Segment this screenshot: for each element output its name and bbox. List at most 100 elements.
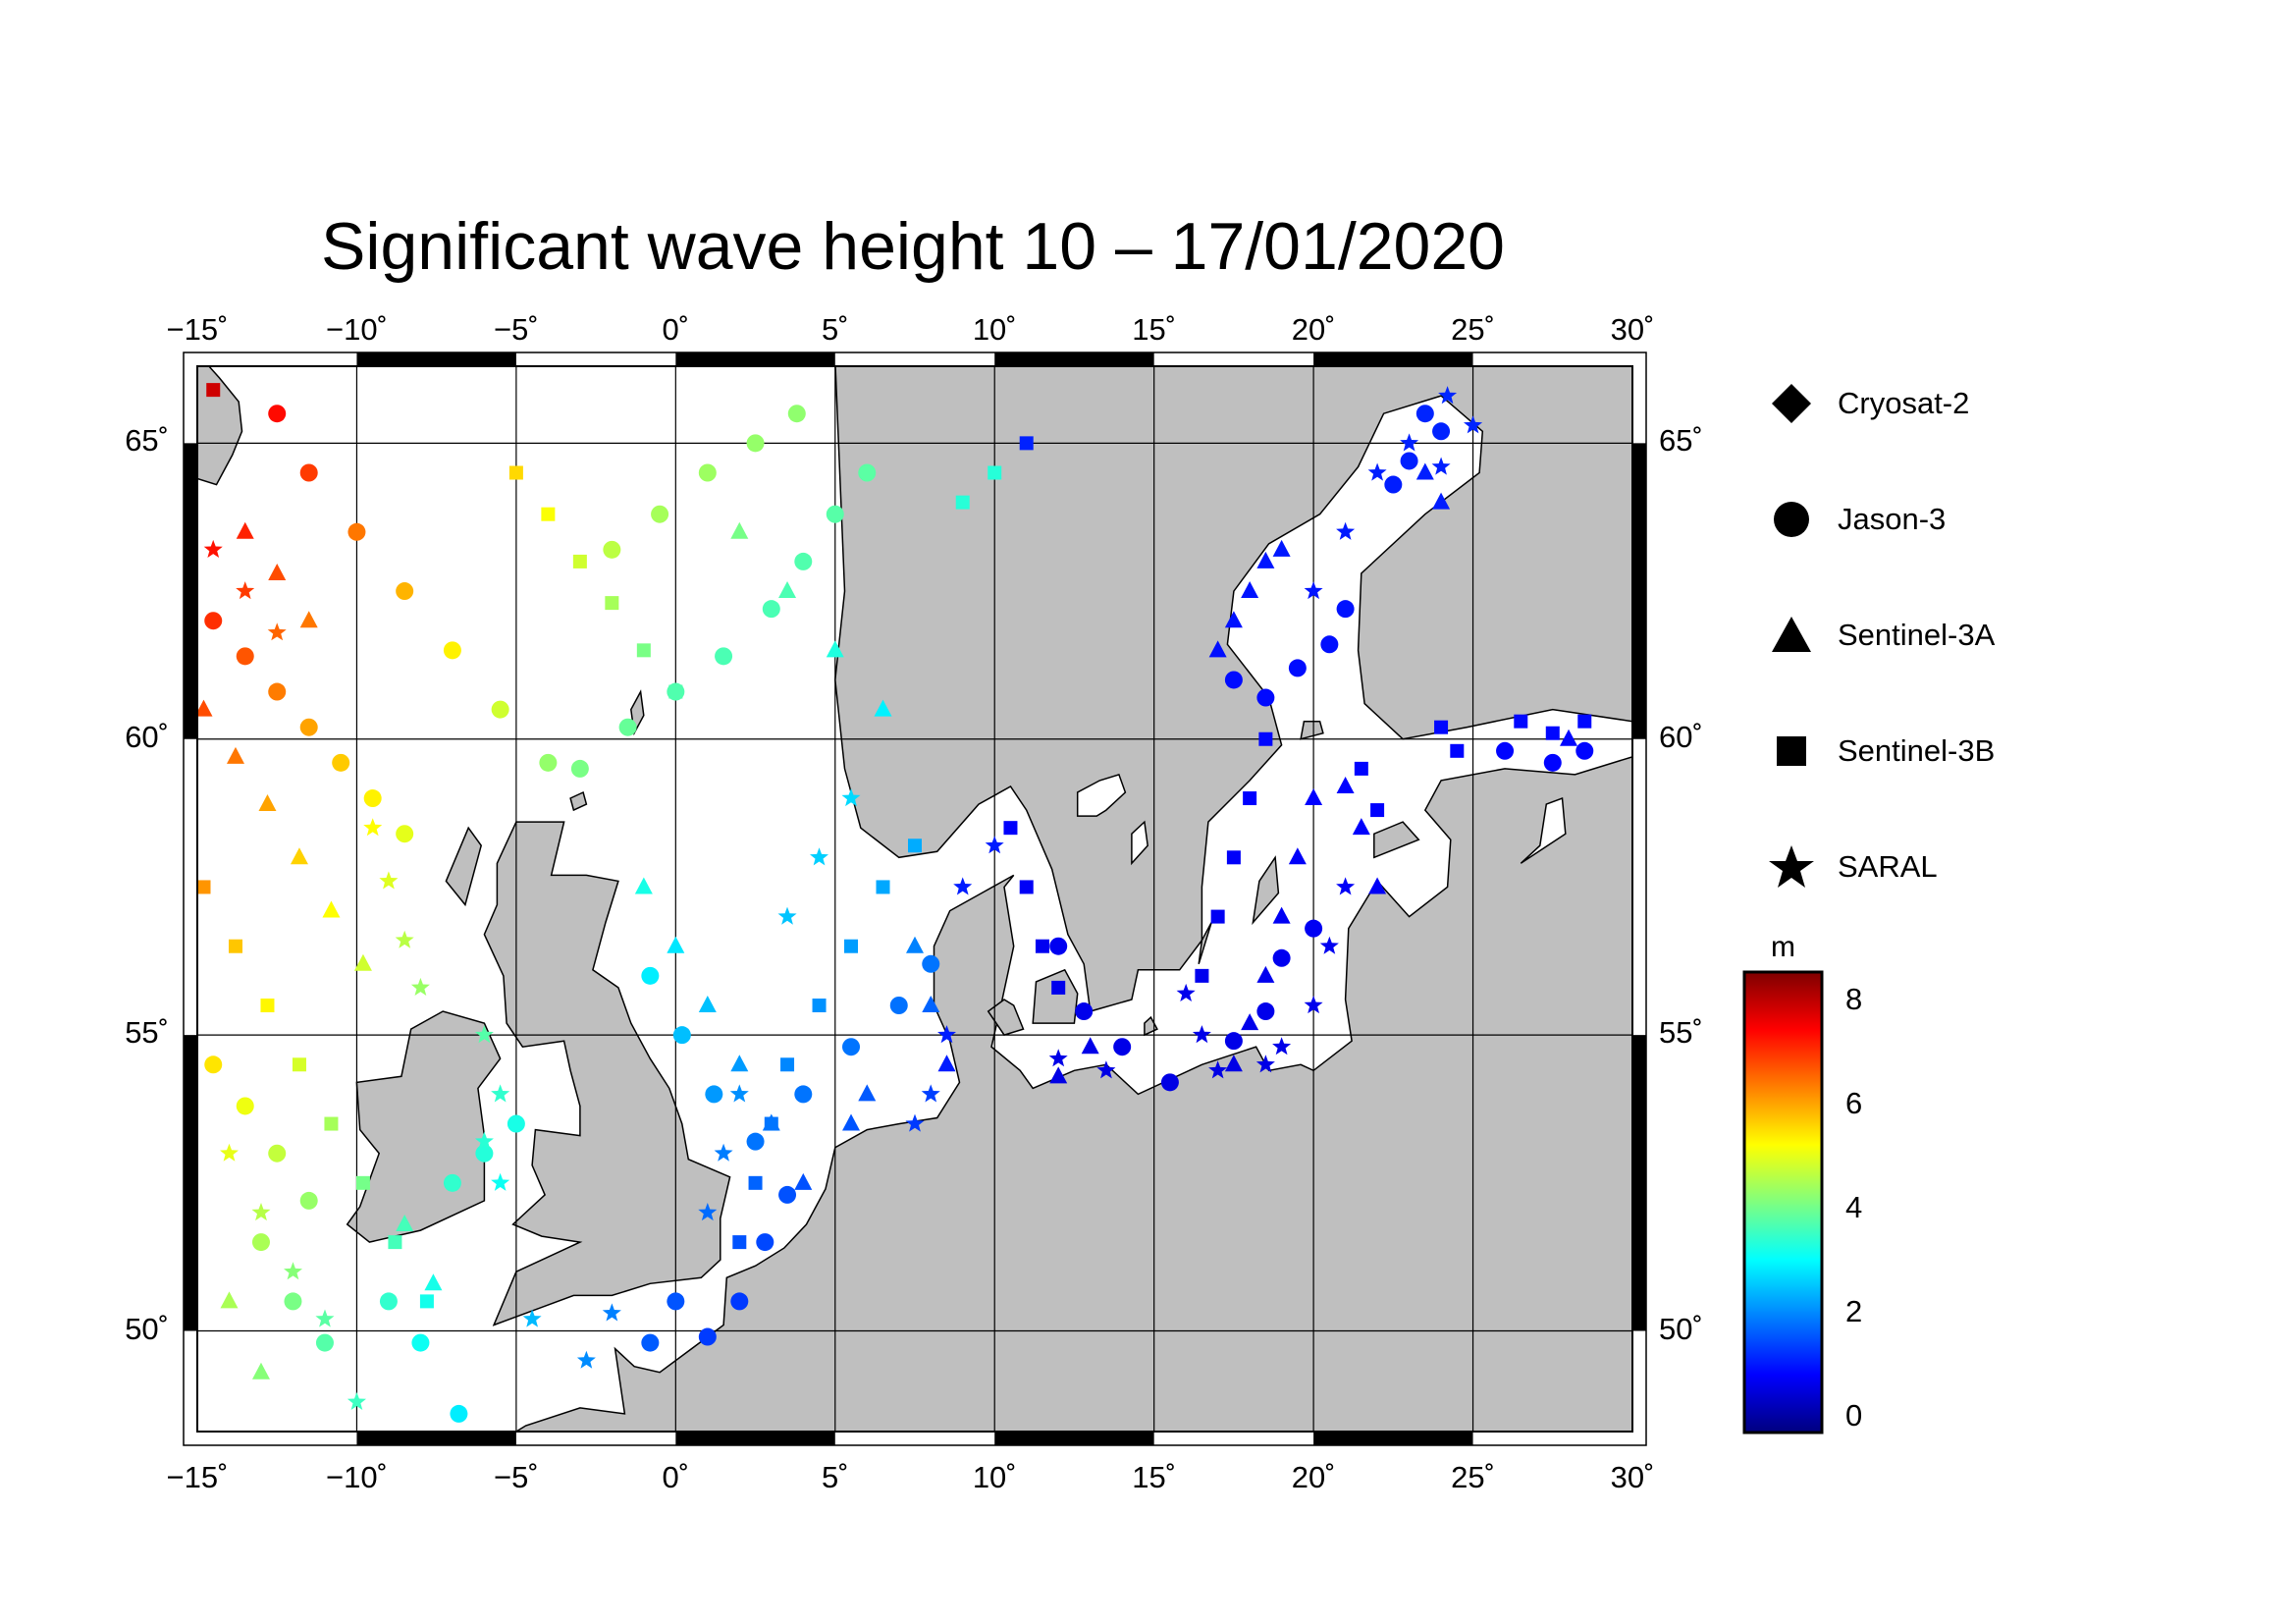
data-point	[491, 700, 509, 719]
data-point	[267, 622, 287, 641]
colorbar-tick: 6	[1845, 1086, 1863, 1120]
data-point	[905, 1113, 925, 1132]
data-point	[618, 718, 637, 736]
data-point	[204, 612, 223, 630]
data-point	[1048, 1049, 1068, 1067]
data-point	[922, 996, 940, 1012]
data-point	[1415, 405, 1434, 423]
data-point	[756, 1233, 774, 1252]
data-point	[299, 1191, 318, 1210]
data-point	[810, 847, 828, 866]
data-point	[667, 1292, 685, 1311]
map-frame	[183, 352, 1647, 1446]
data-point	[876, 880, 890, 894]
data-point	[641, 1333, 660, 1352]
legend-item-jason: Jason-3	[1767, 495, 1946, 544]
data-point	[474, 1131, 494, 1150]
frame-bar	[356, 352, 516, 366]
data-point	[842, 1113, 861, 1131]
data-point	[1096, 1060, 1116, 1079]
lon-tick-label: 10˚	[972, 312, 1017, 347]
data-point	[572, 554, 587, 568]
data-point	[236, 1097, 254, 1115]
data-point	[236, 521, 254, 539]
data-point	[1288, 659, 1307, 677]
data-point	[1434, 720, 1449, 734]
lake-vattern	[1131, 820, 1148, 866]
frame-bar	[184, 1035, 197, 1331]
data-point	[1432, 422, 1451, 441]
lat-tick-label: 55˚	[125, 1015, 169, 1051]
data-point	[812, 999, 827, 1012]
wave-height-markers	[197, 383, 1594, 1423]
data-point	[1400, 433, 1419, 452]
data-point	[1272, 906, 1291, 924]
data-point	[1051, 980, 1066, 995]
data-point	[1432, 492, 1451, 510]
data-point	[1336, 877, 1356, 895]
data-point	[1113, 1038, 1132, 1056]
data-point	[203, 539, 223, 558]
data-point	[284, 1262, 302, 1280]
data-point	[570, 759, 589, 778]
legend-label: Sentinel-3B	[1838, 733, 1996, 768]
data-point	[419, 1294, 434, 1309]
data-point	[443, 641, 461, 660]
frame-bar	[1313, 352, 1473, 366]
data-point	[729, 1084, 749, 1103]
data-point	[491, 1172, 510, 1191]
data-point	[347, 522, 366, 541]
data-point	[730, 1292, 749, 1311]
data-point	[1256, 551, 1275, 568]
frame-bar	[1632, 1035, 1646, 1331]
data-point	[299, 718, 318, 736]
data-point	[1400, 452, 1418, 470]
lon-tick-label: −15˚	[166, 1460, 229, 1494]
data-point	[1319, 936, 1339, 954]
lon-tick-label: 20˚	[1291, 1460, 1336, 1494]
data-point	[746, 1132, 765, 1151]
land-funen	[987, 999, 1025, 1036]
data-point	[226, 746, 244, 764]
data-point	[450, 1404, 468, 1423]
frame-bar	[994, 352, 1154, 366]
square-icon	[1777, 736, 1806, 766]
frame-bar	[994, 1432, 1154, 1445]
data-point	[539, 753, 558, 772]
lon-tick-label: 5˚	[821, 312, 849, 347]
data-point	[1224, 1032, 1243, 1051]
data-point	[636, 643, 651, 658]
data-point	[290, 847, 308, 865]
data-point	[874, 699, 892, 717]
data-point	[388, 1235, 402, 1250]
frame-bar	[356, 1432, 516, 1445]
data-point	[634, 877, 653, 894]
data-point	[715, 647, 733, 666]
data-point	[251, 1233, 270, 1252]
data-point	[299, 463, 318, 482]
data-point	[842, 1038, 861, 1056]
data-point	[332, 753, 350, 772]
land-great-britain	[483, 821, 731, 1326]
data-point	[363, 818, 383, 837]
legend-item-sentinel3b: Sentinel-3B	[1767, 727, 1995, 776]
lon-tick-label: 0˚	[662, 1460, 690, 1494]
data-point	[858, 463, 877, 482]
data-point	[491, 1084, 510, 1103]
data-point	[1320, 635, 1339, 654]
data-point	[1496, 741, 1515, 760]
data-point	[379, 871, 399, 890]
lon-tick-label: 30˚	[1610, 1460, 1655, 1494]
data-point	[396, 825, 414, 843]
data-point	[197, 880, 211, 894]
lon-tick-label: 25˚	[1451, 1460, 1495, 1494]
land-saaremaa	[1373, 821, 1420, 859]
data-point	[1208, 640, 1227, 658]
legend-label: Jason-3	[1838, 502, 1947, 536]
data-point	[268, 405, 287, 423]
data-point	[410, 977, 430, 996]
legend-item-saral: SARAL	[1767, 842, 1938, 892]
data-point	[937, 1055, 956, 1072]
data-point	[1003, 821, 1018, 836]
data-point	[1210, 909, 1225, 924]
